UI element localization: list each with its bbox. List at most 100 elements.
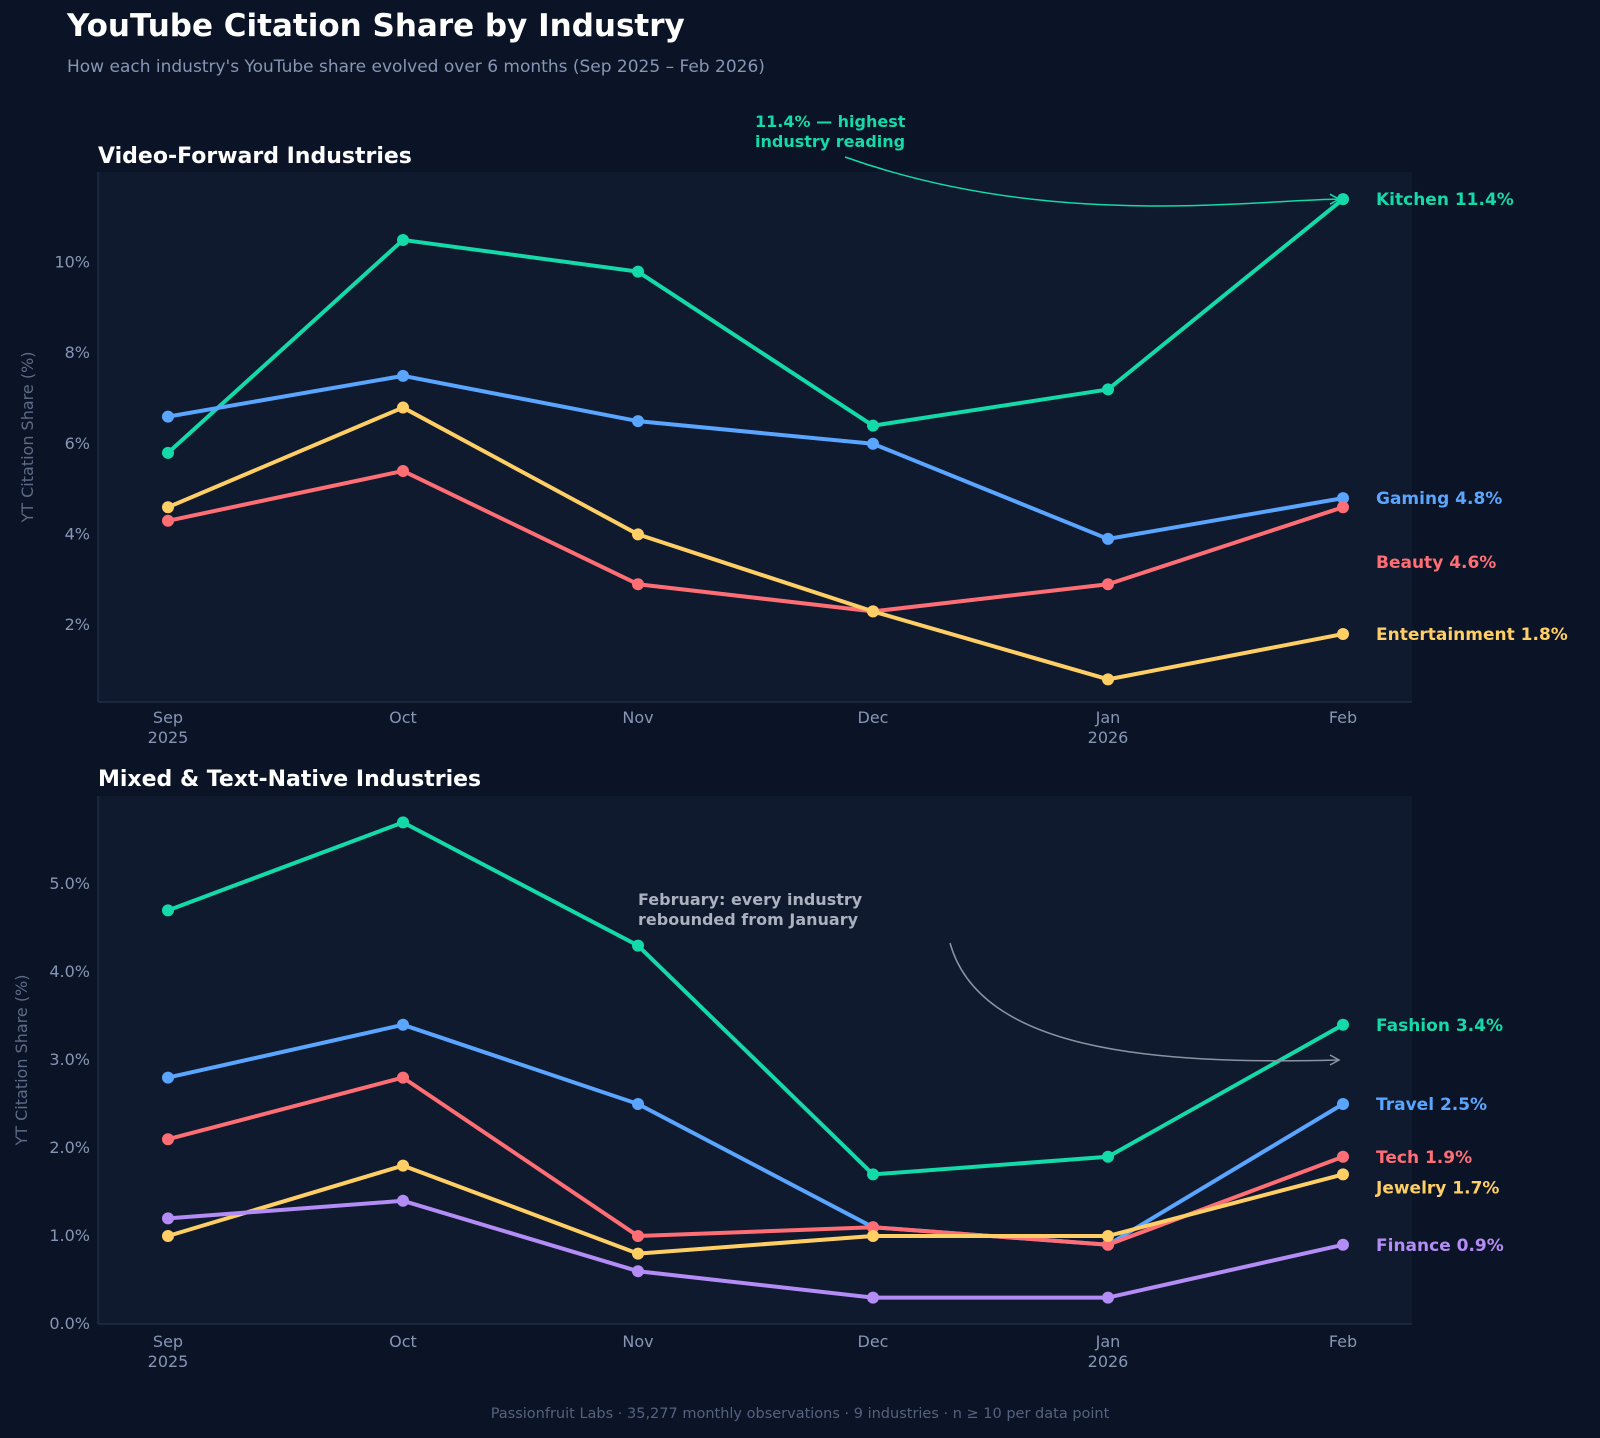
series-line-gaming — [166, 373, 1345, 541]
series-line-beauty — [166, 468, 1345, 614]
x-tick-label: Dec — [858, 708, 889, 727]
data-point-kitchen-nov — [632, 265, 644, 278]
data-point-travel-oct — [397, 1018, 409, 1031]
chart-title: YouTube Citation Share by Industry — [67, 8, 685, 44]
data-point-gaming-dec — [867, 437, 879, 450]
chart-subtitle: How each industry's YouTube share evolve… — [67, 57, 765, 77]
data-point-beauty-feb — [1337, 501, 1349, 514]
y-tick-label: 2.0% — [49, 1138, 90, 1157]
data-point-gaming-jan — [1102, 532, 1114, 545]
series-line-travel — [166, 1022, 1345, 1247]
y-tick-label: 4% — [65, 524, 90, 543]
end-label-travel: Travel 2.5% — [1376, 1095, 1487, 1115]
data-point-jewelry-nov — [632, 1247, 644, 1260]
x-tick-label: Nov — [622, 708, 653, 727]
data-point-fashion-oct — [397, 816, 409, 829]
data-point-gaming-feb — [1337, 492, 1349, 505]
annotation-text: February: every industry — [638, 890, 863, 909]
chart-panel-2: Mixed & Text-Native Industries YT Citatio… — [12, 767, 1504, 1371]
data-point-jewelry-dec — [867, 1230, 879, 1242]
y-tick-label: 4.0% — [49, 962, 90, 981]
data-point-travel-feb — [1337, 1098, 1349, 1110]
end-label-kitchen: Kitchen 11.4% — [1376, 190, 1514, 210]
x-tick-label: 2025 — [148, 728, 189, 747]
series-line-fashion — [166, 820, 1345, 1177]
data-point-fashion-feb — [1337, 1018, 1349, 1031]
x-tick-label: 2025 — [148, 1352, 189, 1371]
data-point-tech-feb — [1337, 1150, 1349, 1163]
data-point-finance-sep — [162, 1212, 174, 1225]
annotation-text: rebounded from January — [638, 910, 859, 929]
y-tick-label: 1.0% — [49, 1226, 90, 1245]
end-label-fashion: Fashion 3.4% — [1376, 1016, 1503, 1036]
x-tick-label: 2026 — [1088, 1352, 1129, 1371]
x-tick-label: Feb — [1329, 1332, 1357, 1351]
data-point-beauty-oct — [397, 464, 409, 477]
data-point-entertainment-jan — [1102, 673, 1114, 686]
data-point-travel-sep — [162, 1071, 174, 1084]
data-point-kitchen-jan — [1102, 383, 1114, 396]
data-point-entertainment-sep — [162, 501, 174, 514]
footer-note: Passionfruit Labs · 35,277 monthly obser… — [490, 1406, 1110, 1422]
y-tick-label: 3.0% — [49, 1050, 90, 1069]
data-point-entertainment-oct — [397, 401, 409, 414]
y-tick-label: 0.0% — [49, 1314, 90, 1333]
data-point-fashion-dec — [867, 1168, 879, 1181]
x-tick-label: 2026 — [1088, 728, 1129, 747]
data-point-beauty-nov — [632, 578, 644, 591]
series-line-finance — [166, 1198, 1345, 1300]
data-point-kitchen-dec — [867, 419, 879, 432]
annotation-text: industry reading — [755, 132, 905, 151]
panel-title: Video-Forward Industries — [98, 144, 412, 169]
plot-area — [98, 172, 1412, 702]
end-label-jewelry: Jewelry 1.7% — [1375, 1178, 1499, 1198]
end-label-gaming: Gaming 4.8% — [1376, 489, 1502, 509]
x-tick-label: Jan — [1095, 1332, 1121, 1351]
data-point-entertainment-dec — [867, 605, 879, 618]
data-point-jewelry-oct — [397, 1159, 409, 1172]
x-tick-label: Jan — [1095, 708, 1121, 727]
annotation-arrow — [949, 942, 1340, 1062]
data-point-jewelry-jan — [1102, 1230, 1114, 1242]
annotation-arrow — [844, 156, 1340, 207]
data-point-tech-sep — [162, 1133, 174, 1146]
data-point-gaming-oct — [397, 369, 409, 382]
data-point-fashion-jan — [1102, 1150, 1114, 1163]
data-point-beauty-jan — [1102, 578, 1114, 591]
series-line-kitchen — [166, 197, 1345, 455]
annotation-text: 11.4% — highest — [755, 112, 906, 131]
y-tick-label: 8% — [65, 343, 90, 362]
x-tick-label: Nov — [622, 1332, 653, 1351]
data-point-tech-nov — [632, 1230, 644, 1242]
data-point-kitchen-feb — [1337, 193, 1349, 206]
data-point-jewelry-sep — [162, 1230, 174, 1242]
series-line-entertainment — [166, 405, 1345, 682]
x-tick-label: Feb — [1329, 708, 1357, 727]
end-label-tech: Tech 1.9% — [1376, 1148, 1472, 1168]
data-point-tech-dec — [867, 1221, 879, 1234]
data-point-entertainment-feb — [1337, 628, 1349, 641]
data-point-gaming-nov — [632, 415, 644, 428]
y-tick-label: 5.0% — [49, 874, 90, 893]
x-tick-label: Sep — [153, 708, 183, 727]
end-label-entertainment: Entertainment 1.8% — [1376, 625, 1568, 645]
data-point-finance-feb — [1337, 1238, 1349, 1251]
series-line-jewelry — [166, 1163, 1345, 1256]
y-tick-label: 10% — [54, 253, 90, 272]
panel-title: Mixed & Text-Native Industries — [98, 767, 481, 792]
data-point-beauty-sep — [162, 514, 174, 527]
data-point-jewelry-feb — [1337, 1168, 1349, 1181]
data-point-tech-oct — [397, 1071, 409, 1084]
data-point-fashion-sep — [162, 904, 174, 917]
x-tick-label: Dec — [858, 1332, 889, 1351]
end-label-finance: Finance 0.9% — [1376, 1236, 1504, 1256]
annotation-arrowhead — [1329, 1054, 1341, 1066]
data-point-finance-oct — [397, 1194, 409, 1207]
data-point-travel-nov — [632, 1098, 644, 1110]
data-point-kitchen-oct — [397, 233, 409, 246]
series-line-tech — [166, 1075, 1345, 1247]
annotation-arrowhead — [1329, 193, 1341, 205]
data-point-fashion-nov — [632, 939, 644, 952]
chart-panel-1: Video-Forward Industries YT Citation Shar… — [18, 112, 1568, 747]
